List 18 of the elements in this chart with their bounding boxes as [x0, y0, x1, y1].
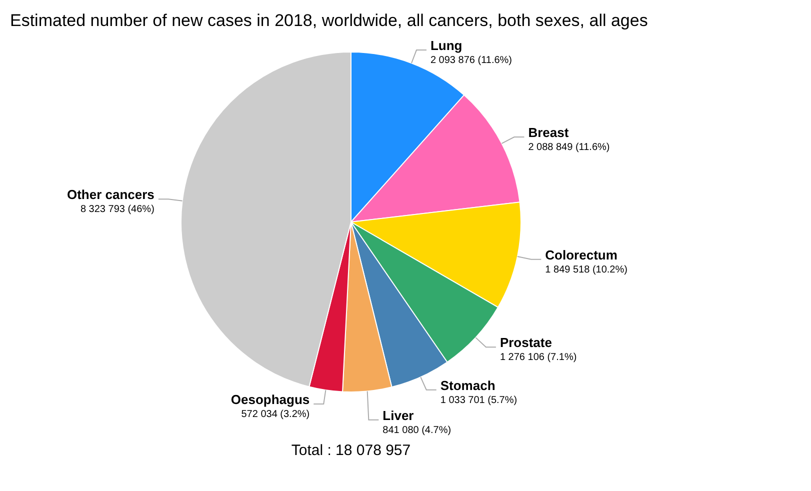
chart-title: Estimated number of new cases in 2018, worldwide, all cancers, both sexes, all ages: [10, 11, 648, 30]
slice-label: Oesophagus: [230, 392, 310, 407]
data-label: 1 033 701 (5.7%): [440, 394, 518, 406]
slice-label: Other cancers: [66, 187, 154, 202]
slice-label: Stomach: [440, 378, 496, 393]
data-label: 1 276 106 (7.1%): [500, 352, 577, 364]
slice-label: Liver: [382, 408, 414, 423]
slice-label: Colorectum: [545, 247, 618, 262]
data-label: 8 323 793 (46%): [80, 204, 154, 216]
data-label: 1 849 518 (10.2%): [545, 264, 628, 276]
data-label: 2 088 849 (11.6%): [528, 142, 610, 154]
data-label: 2 093 876 (11.6%): [430, 55, 512, 66]
slice-label: Lung: [430, 38, 462, 54]
slice-label: Breast: [528, 125, 570, 140]
data-label: 572 034 (3.2%): [241, 408, 310, 420]
data-label: 841 080 (4.7%): [382, 424, 452, 436]
slice-label: Prostate: [500, 335, 552, 350]
text: Total : 18 078 957: [291, 442, 411, 459]
